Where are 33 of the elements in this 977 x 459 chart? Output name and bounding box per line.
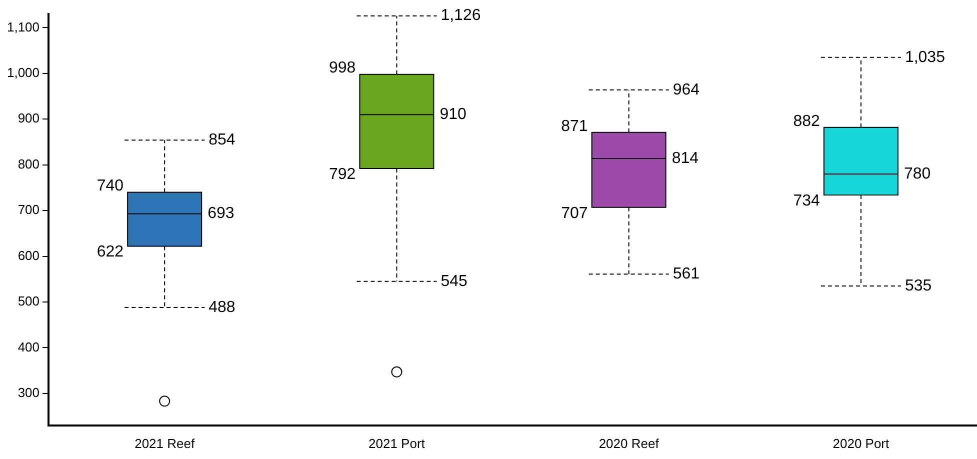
annotation: 545 xyxy=(440,272,468,290)
annotation: 740 xyxy=(96,178,124,195)
annotation: 693 xyxy=(208,205,234,222)
annotation: 871 xyxy=(561,118,588,135)
y-tick-label: 300 xyxy=(18,384,40,400)
x-tick-label: 2020 Port xyxy=(832,436,890,451)
annotation: 792 xyxy=(329,166,356,183)
y-tick-label: 500 xyxy=(18,294,40,309)
annotation: 707 xyxy=(561,204,588,222)
annotation: 535 xyxy=(904,277,932,294)
annotation: 734 xyxy=(793,192,820,210)
annotation: 854 xyxy=(208,132,236,149)
y-tick-label: 700 xyxy=(18,202,40,218)
annotation: 814 xyxy=(672,150,699,167)
y-tick-label: 900 xyxy=(18,110,40,126)
annotation: 910 xyxy=(440,106,467,123)
x-tick-label: 2021 Port xyxy=(368,436,426,451)
annotation: 1,035 xyxy=(904,48,946,66)
y-tick-label: 1,000 xyxy=(6,65,40,80)
annotation: 964 xyxy=(672,81,700,98)
annotation: 780 xyxy=(904,165,931,182)
annotation: 622 xyxy=(96,244,124,261)
x-tick-label: 2020 Reef xyxy=(598,436,660,451)
y-tick-label: 800 xyxy=(18,156,40,172)
annotation: 1,126 xyxy=(440,7,481,24)
annotation: 882 xyxy=(793,112,820,130)
y-tick-label: 400 xyxy=(18,339,40,354)
y-tick-label: 1,100 xyxy=(6,19,40,34)
y-tick-label: 600 xyxy=(18,248,40,263)
x-tick-label: 2021 Reef xyxy=(134,436,195,451)
annotation: 561 xyxy=(672,266,700,282)
annotation: 488 xyxy=(208,298,236,316)
annotation: 998 xyxy=(329,60,356,77)
